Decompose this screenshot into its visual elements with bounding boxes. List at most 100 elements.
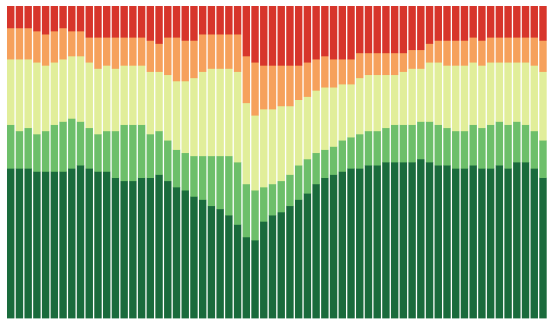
bar-segment-dark-green-40 [347,168,355,319]
bar-segment-dark-green-39 [338,171,347,319]
bar-segment-light-yellow-green-52 [452,65,460,132]
bar-segment-mid-green-61 [530,130,538,169]
bar-segment-mid-green-30 [260,186,268,222]
bar-segment-light-yellow-green-39 [338,84,347,141]
bar-segment-red-43 [373,6,381,54]
bar-segment-red-30 [260,6,268,66]
bar-segment-light-yellow-green-45 [390,74,399,125]
bar-segment-orange-51 [443,40,451,66]
bar-segment-light-yellow-green-2 [15,59,24,132]
bar-segment-light-yellow-green-50 [434,62,442,125]
bar-segment-light-yellow-green-53 [460,65,469,132]
bar-segment-mid-green-4 [33,133,41,172]
bar-segment-mid-green-37 [321,149,329,178]
bar-segment-light-yellow-green-26 [225,68,233,157]
bar-segment-dark-green-24 [207,205,216,319]
bar-segment-red-50 [434,6,442,41]
bar-segment-red-58 [504,6,512,38]
bar-segment-dark-green-28 [242,236,251,319]
bar-segment-dark-green-37 [321,177,329,319]
bar-segment-light-yellow-green-4 [33,62,41,135]
bar-segment-orange-28 [242,55,251,104]
bar-segment-red-56 [486,6,495,38]
bar-segment-mid-green-31 [268,183,277,216]
bar-segment-dark-green-41 [356,168,364,319]
bar-segment-orange-12 [102,37,111,66]
bar-segment-light-yellow-green-28 [242,102,251,185]
bar-segment-mid-green-62 [539,140,547,178]
bar-segment-mid-green-16 [137,124,146,178]
bar-segment-light-yellow-green-54 [469,62,477,125]
bar-segment-red-6 [50,6,59,32]
bar-segment-dark-green-25 [216,208,224,319]
bar-segment-mid-green-38 [329,146,338,175]
bar-segment-mid-green-19 [164,140,172,182]
bar-segment-light-yellow-green-62 [539,71,547,141]
bar-segment-dark-green-43 [373,165,381,319]
bar-segment-red-11 [94,6,102,38]
bar-segment-mid-green-29 [251,190,259,241]
bar-segment-mid-green-12 [102,130,111,172]
bar-segment-light-yellow-green-31 [268,108,277,185]
bar-segment-orange-10 [85,37,93,63]
bar-segment-light-yellow-green-24 [207,68,216,157]
bar-segment-light-yellow-green-55 [478,65,486,129]
bar-segment-light-yellow-green-21 [181,80,189,154]
bar-segment-light-yellow-green-36 [312,90,320,154]
bar-segment-dark-green-30 [260,221,268,319]
bar-segment-mid-green-1 [7,124,15,169]
bar-segment-dark-green-10 [85,168,93,319]
bar-segment-light-yellow-green-30 [260,108,268,188]
bar-segment-light-yellow-green-38 [329,87,338,147]
bar-segment-red-35 [303,6,312,63]
bar-segment-dark-green-1 [7,168,15,319]
bar-segment-dark-green-12 [102,171,111,319]
bar-segment-light-yellow-green-49 [425,62,434,122]
bar-segment-orange-43 [373,52,381,76]
bar-segment-dark-green-2 [15,168,24,319]
bar-segment-mid-green-35 [303,158,312,194]
bar-segment-dark-green-22 [190,196,198,319]
bar-segment-orange-38 [329,59,338,88]
bar-segment-red-36 [312,6,320,60]
bar-segment-mid-green-39 [338,140,347,172]
bar-segment-orange-34 [294,65,303,100]
bar-segment-mid-green-18 [155,130,163,175]
bar-segment-light-yellow-green-51 [443,65,451,129]
bar-segment-orange-47 [408,49,416,69]
bar-segment-dark-green-59 [513,162,521,319]
bar-segment-dark-green-18 [155,174,163,319]
bar-segment-dark-green-27 [233,224,242,319]
bar-segment-red-10 [85,6,93,38]
bar-segment-red-53 [460,6,469,41]
bar-segment-mid-green-40 [347,137,355,169]
bar-segment-orange-11 [94,37,102,69]
bar-segment-red-49 [425,6,434,44]
bar-segment-red-7 [59,6,67,29]
bar-segment-mid-green-56 [486,124,495,169]
bar-segment-mid-green-50 [434,124,442,166]
bar-segment-mid-green-8 [68,118,76,169]
bar-segment-mid-green-9 [76,121,85,166]
bar-segment-mid-green-41 [356,133,364,169]
bar-segment-light-yellow-green-41 [356,77,364,135]
bar-segment-dark-green-36 [312,183,320,319]
bar-segment-orange-55 [478,40,486,66]
bar-segment-red-54 [469,6,477,38]
bar-segment-light-yellow-green-17 [146,71,155,135]
bar-segment-red-38 [329,6,338,60]
bar-segment-red-51 [443,6,451,41]
bar-group [7,6,547,319]
bar-segment-dark-green-53 [460,168,469,319]
bar-segment-orange-59 [513,37,521,63]
bar-segment-red-57 [495,6,504,38]
bar-segment-orange-16 [137,37,146,66]
bar-segment-light-yellow-green-13 [111,68,120,132]
bar-segment-orange-52 [452,40,460,66]
bar-segment-dark-green-52 [452,168,460,319]
bar-segment-light-yellow-green-48 [417,68,425,122]
bar-segment-orange-15 [129,37,137,66]
bar-segment-dark-green-14 [120,180,128,319]
bar-segment-red-28 [242,6,251,57]
bar-segment-light-yellow-green-42 [364,74,373,132]
